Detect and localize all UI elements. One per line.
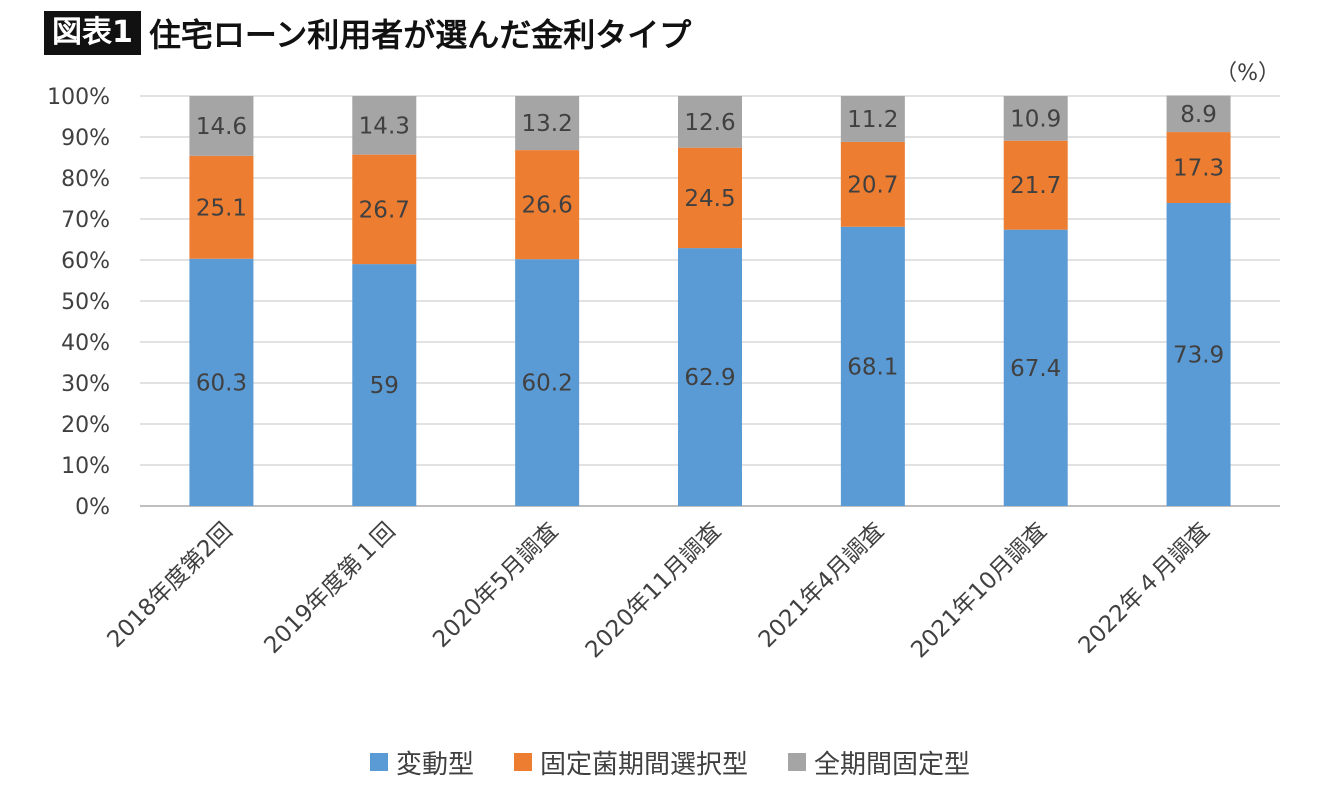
chart-legend: 変動型 固定菌期間選択型 全期間固定型: [0, 742, 1340, 782]
y-tick-label: 30%: [61, 372, 110, 397]
data-label: 60.3: [196, 370, 247, 396]
data-label: 13.2: [522, 111, 573, 137]
bar-segment: [515, 259, 580, 506]
y-tick-label: 20%: [61, 413, 110, 438]
x-tick-label: 2020年5月調査: [428, 518, 563, 653]
bar-segment: [678, 96, 742, 148]
bar-segment: [678, 147, 742, 249]
data-label: 60.2: [522, 371, 573, 397]
bar-segment: [840, 226, 905, 507]
legend-item: 変動型: [369, 744, 474, 781]
legend-item: 全期間固定型: [788, 744, 970, 781]
data-label: 67.4: [1010, 356, 1061, 382]
unit-label: （%）: [1215, 61, 1280, 86]
x-tick-label: 2018年度第2回: [102, 518, 237, 653]
data-label: 20.7: [847, 172, 898, 198]
y-tick-label: 90%: [61, 126, 110, 151]
data-label: 14.3: [359, 113, 410, 139]
data-label: 25.1: [196, 195, 247, 221]
data-label: 24.5: [684, 186, 735, 212]
y-tick-label: 40%: [61, 331, 110, 356]
x-tick-label: 2022年４月調査: [1074, 518, 1215, 659]
y-tick-label: 60%: [61, 249, 110, 274]
bar-segment: [1003, 140, 1068, 230]
figure-label: 図表1: [44, 11, 141, 55]
bar-segment: [1003, 229, 1068, 506]
bar-segment: [1166, 132, 1231, 204]
bar-segment: [352, 264, 417, 506]
legend-swatch: [369, 753, 388, 771]
x-tick-label: 2019年度第１回: [259, 518, 400, 659]
bar-segment: [515, 150, 580, 260]
data-label: 12.6: [684, 110, 735, 136]
y-tick-label: 50%: [61, 290, 110, 315]
data-label: 73.9: [1173, 343, 1224, 369]
legend-label: 固定菌期間選択型: [539, 749, 748, 780]
x-tick-label: 2020年11月調査: [581, 518, 727, 664]
bar-segment: [352, 96, 417, 155]
data-label: 17.3: [1173, 156, 1224, 182]
bar-segment: [840, 96, 905, 142]
x-tick-label: 2021年4月調査: [754, 518, 889, 653]
data-label: 59: [370, 373, 399, 399]
stacked-bar-chart: 0% 10% 20% 30% 40% 50% 60% 70% 80% 90% 100% （%） 60.3…: [47, 61, 1280, 664]
legend-label: 変動型: [395, 749, 474, 780]
bar-segment: [352, 154, 417, 265]
bar-segment: [1166, 95, 1231, 133]
bar-segment: [515, 96, 580, 151]
y-tick-label: 100%: [47, 85, 110, 110]
y-tick-label: 70%: [61, 208, 110, 233]
legend-swatch: [513, 753, 532, 771]
bar-segment: [189, 96, 254, 156]
y-tick-label: 80%: [61, 167, 110, 192]
legend-item: 固定菌期間選択型: [513, 744, 748, 781]
data-label: 26.6: [522, 193, 573, 219]
bar-segment: [840, 141, 905, 227]
data-label: 62.9: [684, 365, 735, 391]
bar-segment: [1003, 96, 1068, 141]
chart-title: 住宅ローン利用者が選んだ金利タイプ: [148, 16, 692, 54]
chart-header: 図表1 住宅ローン利用者が選んだ金利タイプ: [44, 6, 691, 60]
data-label: 26.7: [359, 197, 410, 223]
x-tick-label: 2021年10月調査: [906, 518, 1052, 664]
data-label: 68.1: [847, 354, 898, 380]
data-label: 21.7: [1010, 173, 1061, 199]
y-tick-label: 10%: [61, 454, 110, 479]
data-label: 10.9: [1010, 106, 1061, 132]
bar-segment: [678, 248, 742, 507]
bar-segment: [189, 155, 254, 259]
data-label: 11.2: [847, 107, 898, 133]
bar-segment: [189, 258, 254, 506]
legend-label: 全期間固定型: [814, 749, 971, 780]
data-label: 14.6: [196, 114, 247, 140]
data-label: 8.9: [1180, 102, 1217, 128]
bar-segment: [1166, 203, 1231, 506]
y-tick-label: 0%: [75, 495, 110, 520]
legend-swatch: [788, 753, 806, 771]
